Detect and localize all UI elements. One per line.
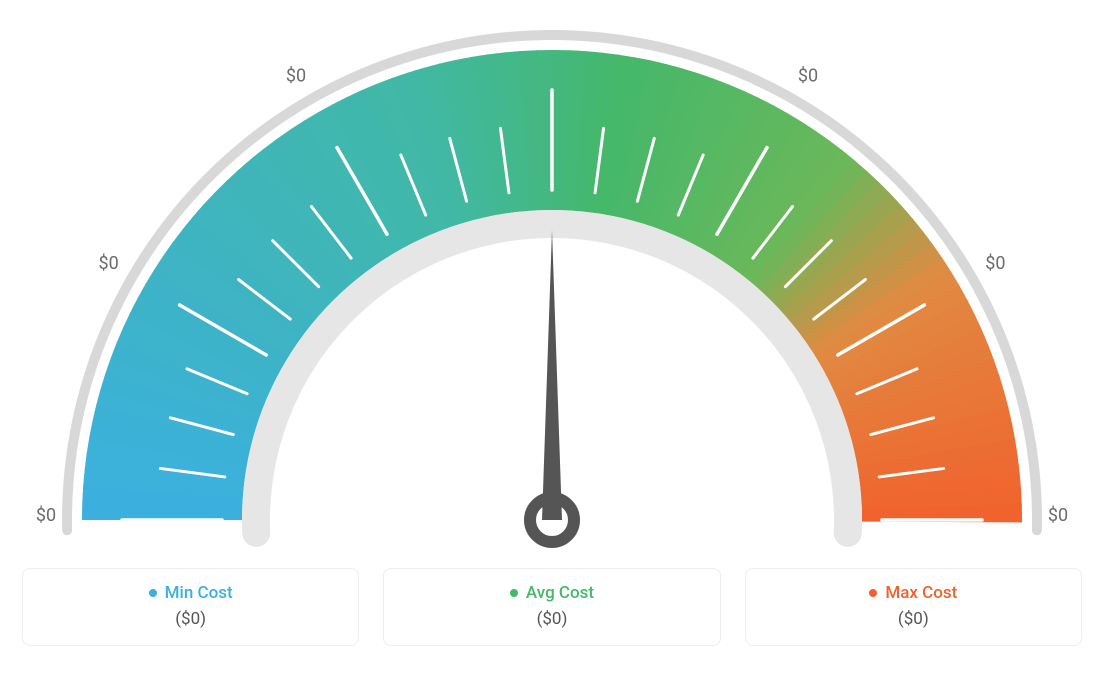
gauge-tick-label: $0	[985, 253, 1005, 274]
legend-card: Max Cost ($0)	[745, 568, 1082, 646]
gauge-chart: $0$0$0$0$0$0$0	[22, 20, 1082, 560]
gauge-svg: $0$0$0$0$0$0$0	[22, 20, 1082, 560]
legend-title: Min Cost	[149, 583, 233, 603]
legend-value: ($0)	[537, 609, 568, 629]
legend-card: Min Cost ($0)	[22, 568, 359, 646]
legend-dot-icon	[869, 589, 877, 597]
gauge-tick-label: $0	[798, 65, 818, 86]
legend-value: ($0)	[175, 609, 206, 629]
legend-dot-icon	[510, 589, 518, 597]
legend-label: Max Cost	[885, 583, 957, 603]
gauge-tick-label: $0	[1048, 505, 1068, 526]
legend-row: Min Cost ($0) Avg Cost ($0) Max Cost ($0)	[22, 568, 1082, 646]
gauge-tick-label: $0	[286, 65, 306, 86]
legend-card: Avg Cost ($0)	[383, 568, 720, 646]
legend-dot-icon	[149, 589, 157, 597]
gauge-needle	[542, 230, 562, 520]
legend-title: Avg Cost	[510, 583, 594, 603]
legend-label: Min Cost	[165, 583, 233, 603]
gauge-tick-label: $0	[98, 253, 118, 274]
legend-label: Avg Cost	[526, 583, 594, 603]
legend-title: Max Cost	[869, 583, 957, 603]
legend-value: ($0)	[898, 609, 929, 629]
gauge-tick-label: $0	[36, 505, 56, 526]
